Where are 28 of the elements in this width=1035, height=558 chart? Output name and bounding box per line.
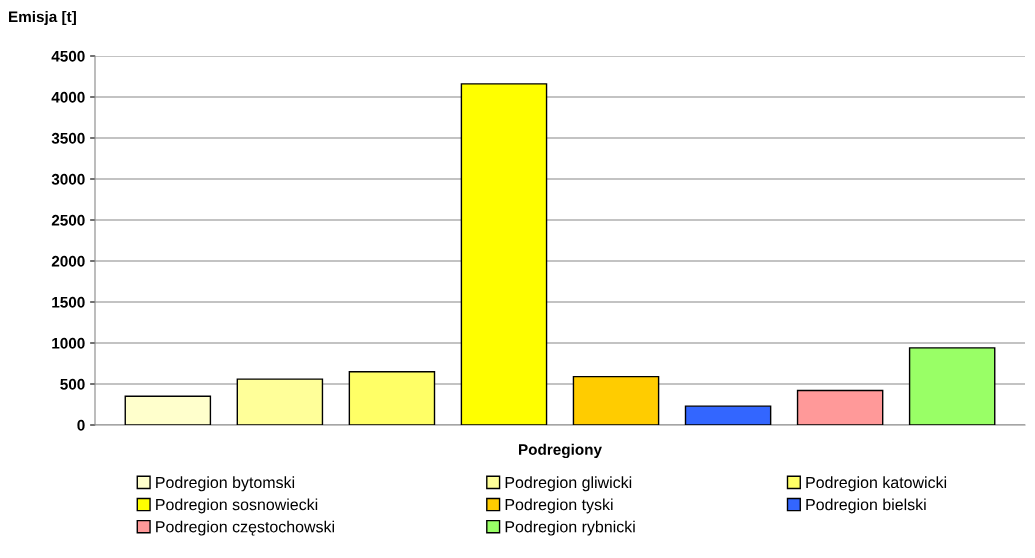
y-tick-label: 0 xyxy=(77,419,85,431)
y-tick-label: 1500 xyxy=(52,296,85,308)
legend-label: Podregion katowicki xyxy=(806,476,947,492)
y-tick-label: 1000 xyxy=(52,337,85,349)
y-tick-label: 4000 xyxy=(51,91,85,103)
bar xyxy=(348,371,436,425)
legend-label: Podregion sosnowiecki xyxy=(156,498,318,514)
bar xyxy=(684,405,772,425)
y-tick-label: 4500 xyxy=(51,50,85,62)
legend-label: Podregion rybnicki xyxy=(505,520,635,536)
y-tick-label: 3500 xyxy=(51,132,85,144)
bar xyxy=(572,375,660,425)
bar xyxy=(908,347,996,425)
legend-label: Podregion gliwicki xyxy=(505,476,632,492)
bar xyxy=(236,378,324,425)
legend-label: Podregion bytomski xyxy=(156,476,295,492)
bar xyxy=(124,395,212,425)
y-tick-label: 2000 xyxy=(51,255,85,267)
y-tick-label: 500 xyxy=(60,378,85,390)
y-axis-title: Emisja [t] xyxy=(9,10,76,26)
x-axis-title: Podregiony xyxy=(519,443,602,459)
legend-label: Podregion bielski xyxy=(806,498,926,514)
y-tick-label: 2500 xyxy=(51,214,85,226)
legend-label: Podregion częstochowski xyxy=(156,520,334,536)
legend-label: Podregion tyski xyxy=(505,498,613,514)
bar xyxy=(460,83,548,425)
y-tick-label: 3000 xyxy=(51,173,85,185)
bar xyxy=(796,389,884,425)
